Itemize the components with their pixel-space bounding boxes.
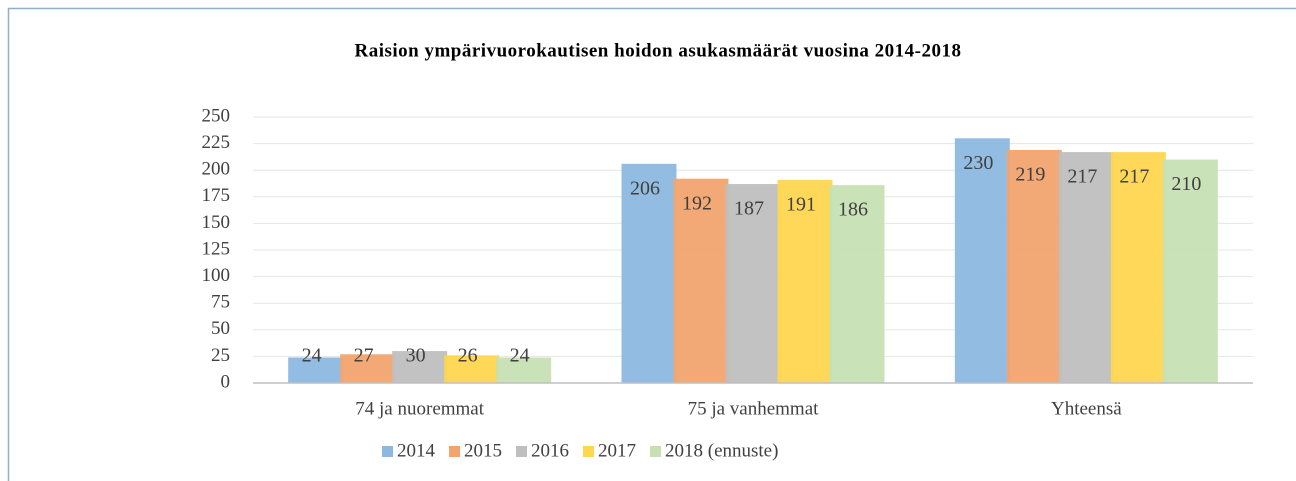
bar	[288, 357, 344, 383]
bar	[1110, 152, 1166, 383]
x-tick-label: Yhteensä	[1051, 398, 1122, 419]
legend-label: 2014	[397, 440, 436, 461]
bar	[621, 163, 677, 383]
data-label: 24	[302, 345, 322, 367]
data-label: 210	[1171, 173, 1201, 195]
y-tick-label: 250	[202, 105, 231, 126]
y-tick-label: 225	[202, 132, 231, 153]
x-tick-label: 75 ja vanhemmat	[688, 398, 820, 419]
data-label: 27	[354, 345, 374, 367]
bar	[340, 354, 396, 383]
legend-label: 2018 (ennuste)	[665, 440, 778, 461]
data-label: 217	[1119, 166, 1149, 188]
bar	[829, 185, 885, 383]
y-tick-label: 0	[221, 371, 231, 392]
legend-label: 2015	[464, 440, 502, 461]
legend-swatch	[650, 446, 661, 457]
frame	[7, 7, 1296, 481]
bar	[444, 355, 500, 383]
legend-swatch	[516, 446, 527, 457]
bar	[954, 138, 1010, 383]
data-label: 192	[682, 192, 712, 214]
x-tick-label: 74 ja nuoremmat	[355, 398, 484, 419]
data-label: 230	[963, 152, 993, 174]
data-label: 24	[510, 345, 530, 367]
legend-swatch	[382, 446, 393, 457]
bar	[777, 179, 833, 383]
data-label: 206	[630, 177, 660, 199]
legend-label: 2017	[598, 440, 636, 461]
y-tick-label: 200	[202, 159, 231, 180]
bar	[1058, 152, 1114, 383]
bar	[725, 184, 781, 383]
bar	[392, 351, 448, 383]
data-label: 30	[406, 345, 426, 367]
data-label: 187	[734, 198, 764, 220]
data-label: 26	[458, 345, 478, 367]
y-tick-label: 175	[202, 185, 231, 206]
data-label: 191	[786, 193, 816, 215]
legend-swatch	[583, 446, 594, 457]
bar	[496, 357, 552, 383]
y-tick-label: 100	[202, 265, 231, 286]
y-tick-label: 25	[211, 345, 230, 366]
data-label: 217	[1067, 166, 1097, 188]
legend-label: 2016	[531, 440, 569, 461]
y-tick-label: 50	[211, 318, 230, 339]
bar	[1162, 159, 1218, 383]
y-tick-label: 125	[202, 238, 231, 259]
data-label: 186	[838, 199, 868, 221]
data-label: 219	[1015, 164, 1045, 186]
chart-title: Raision ympärivuorokautisen hoidon asuka…	[354, 40, 961, 61]
legend-swatch	[449, 446, 460, 457]
bar	[1006, 149, 1062, 383]
y-tick-label: 75	[211, 292, 230, 313]
bar	[673, 178, 729, 383]
y-tick-label: 150	[202, 212, 231, 233]
